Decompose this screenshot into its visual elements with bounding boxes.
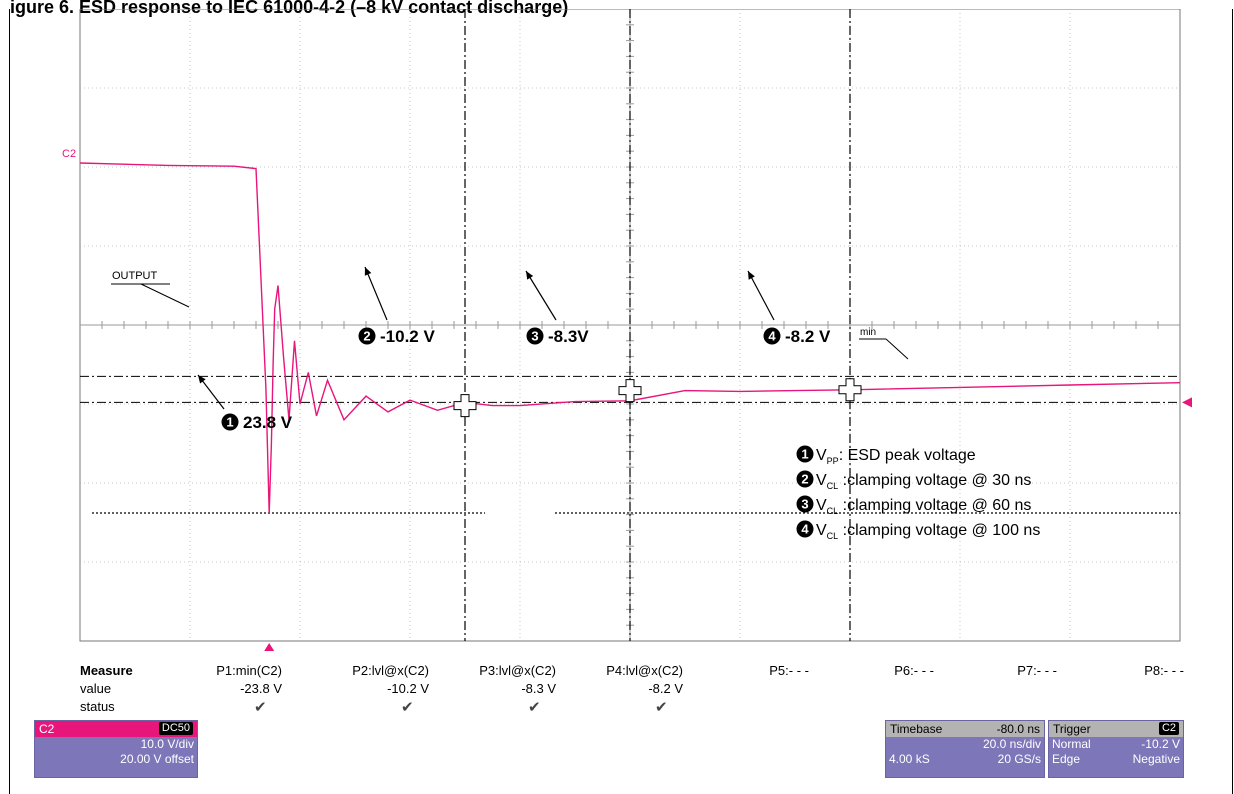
channel-box-header: C2 DC50 [35,721,197,737]
trace-ground-marker [1182,397,1192,408]
legend-badge [796,445,814,463]
series-line [79,162,1181,514]
legend-badge [796,520,814,538]
annotation-label: 23.8 V [243,413,293,432]
measure-param-name: P3:lvl@x(C2) [479,663,556,678]
legend-entry: VCL :clamping voltage @ 60 ns [816,497,1031,516]
trigger-mode: Normal [1052,737,1091,751]
legend: 1 VPP: ESD peak voltage 2 VCL :clamping vol… [796,445,1040,541]
annotation-group: 1 23.8 V 2 -10.2 V 3 -8.3V 4 -8.2 V [197,266,831,432]
min-label-leader [885,338,909,360]
timebase-box[interactable]: Timebase -80.0 ns 20.0 ns/div 4.00 kS 20… [885,720,1045,778]
timebase-tdiv: 20.0 ns/div [982,737,1041,751]
legend-entry: VPP: ESD peak voltage [816,447,976,466]
min-label: min [860,327,876,338]
legend-badge [796,470,814,488]
timebase-rate: 20 GS/s [997,752,1041,766]
annotation-arrow [747,270,775,321]
annotation-number: 1 [226,415,233,430]
trigger-type: Edge [1052,752,1081,766]
trigger-box-header: Trigger C2 [1049,721,1183,737]
annotation-badge [358,327,376,345]
coupling-badge: DC50 [158,722,193,735]
measure-param-value: -23.8 V [240,681,282,696]
output-label: OUTPUT [112,270,158,282]
annotation-number: 2 [363,329,370,344]
annotation-badge [763,327,781,345]
crosshair-marker [453,394,477,418]
legend-entry: VCL :clamping voltage @ 30 ns [816,472,1031,491]
cursor-lines [464,9,851,641]
measure-param-name: P2:lvl@x(C2) [352,663,429,678]
legend-entry: VCL :clamping voltage @ 100 ns [816,522,1040,541]
measure-param-value: -10.2 V [387,681,429,696]
timebase-box-header: Timebase -80.0 ns [886,721,1044,737]
annotation-arrow [364,266,388,321]
channel-vdiv: 10.0 V/div [140,737,194,751]
measure-row-value-label: value [80,681,112,696]
legend-number: 4 [801,522,809,537]
trigger-level: -10.2 V [1141,737,1180,751]
annotation-arrowhead [748,271,755,280]
crosshair-marker [838,378,862,402]
annotation-label: -8.3V [548,327,589,346]
trigger-slope: Negative [1132,752,1180,766]
channel-trace-label: C2 [62,148,76,160]
status-check-icon: ✔ [254,699,267,716]
timebase-delay: -80.0 ns [996,722,1040,736]
measure-heading: Measure [80,663,133,678]
legend-number: 1 [801,447,808,462]
channel-box-name: C2 [39,722,55,736]
status-check-icon: ✔ [528,699,541,716]
measure-param-name: P8:- - - [1144,663,1184,678]
measure-markers [453,378,862,418]
annotation-badge [221,413,239,431]
measure-param-value: -8.2 V [648,681,683,696]
trigger-box[interactable]: Trigger C2 Normal -10.2 V Edge Negative [1048,720,1184,778]
measure-param-value: -8.3 V [521,681,556,696]
trigger-label: Trigger [1053,722,1091,736]
annotation-number: 4 [768,329,776,344]
graticule [79,9,1181,642]
measure-param-name: P1:min(C2) [216,663,282,678]
trigger-source-badge: C2 [1158,722,1179,735]
measure-param-name: P4:lvl@x(C2) [606,663,683,678]
annotation-arrowhead [198,375,206,384]
measure-row-status-label: status [80,699,115,714]
annotation-arrowhead [526,271,534,280]
trigger-position-marker [264,643,275,651]
legend-number: 3 [801,497,808,512]
status-check-icon: ✔ [401,699,414,716]
measure-param-name: P7:- - - [1017,663,1057,678]
output-label-leader [140,283,190,308]
annotation-arrowhead [364,267,372,276]
annotation-arrow [525,270,557,321]
measure-param-name: P6:- - - [894,663,934,678]
crosshair-marker [618,379,642,403]
channel-box[interactable]: C2 DC50 10.0 V/div 20.00 V offset [34,720,198,778]
figure-frame: igure 6. ESD response to IEC 61000-4-2 (… [9,0,1233,794]
legend-badge [796,495,814,513]
timebase-samples: 4.00 kS [889,752,930,766]
annotation-label: -8.2 V [785,327,831,346]
annotation-badge [526,327,544,345]
annotation-number: 3 [531,329,538,344]
legend-number: 2 [801,472,808,487]
timebase-label: Timebase [890,722,943,736]
scope-display: C2 OUTPUT min 1 23.8 V 2 -10.2 V 3 -8.3V 4 -8.2… [62,9,1192,651]
annotation-label: -10.2 V [380,327,435,346]
status-check-icon: ✔ [655,699,668,716]
channel-offset: 20.00 V offset [120,752,194,766]
measure-param-name: P5:- - - [769,663,809,678]
